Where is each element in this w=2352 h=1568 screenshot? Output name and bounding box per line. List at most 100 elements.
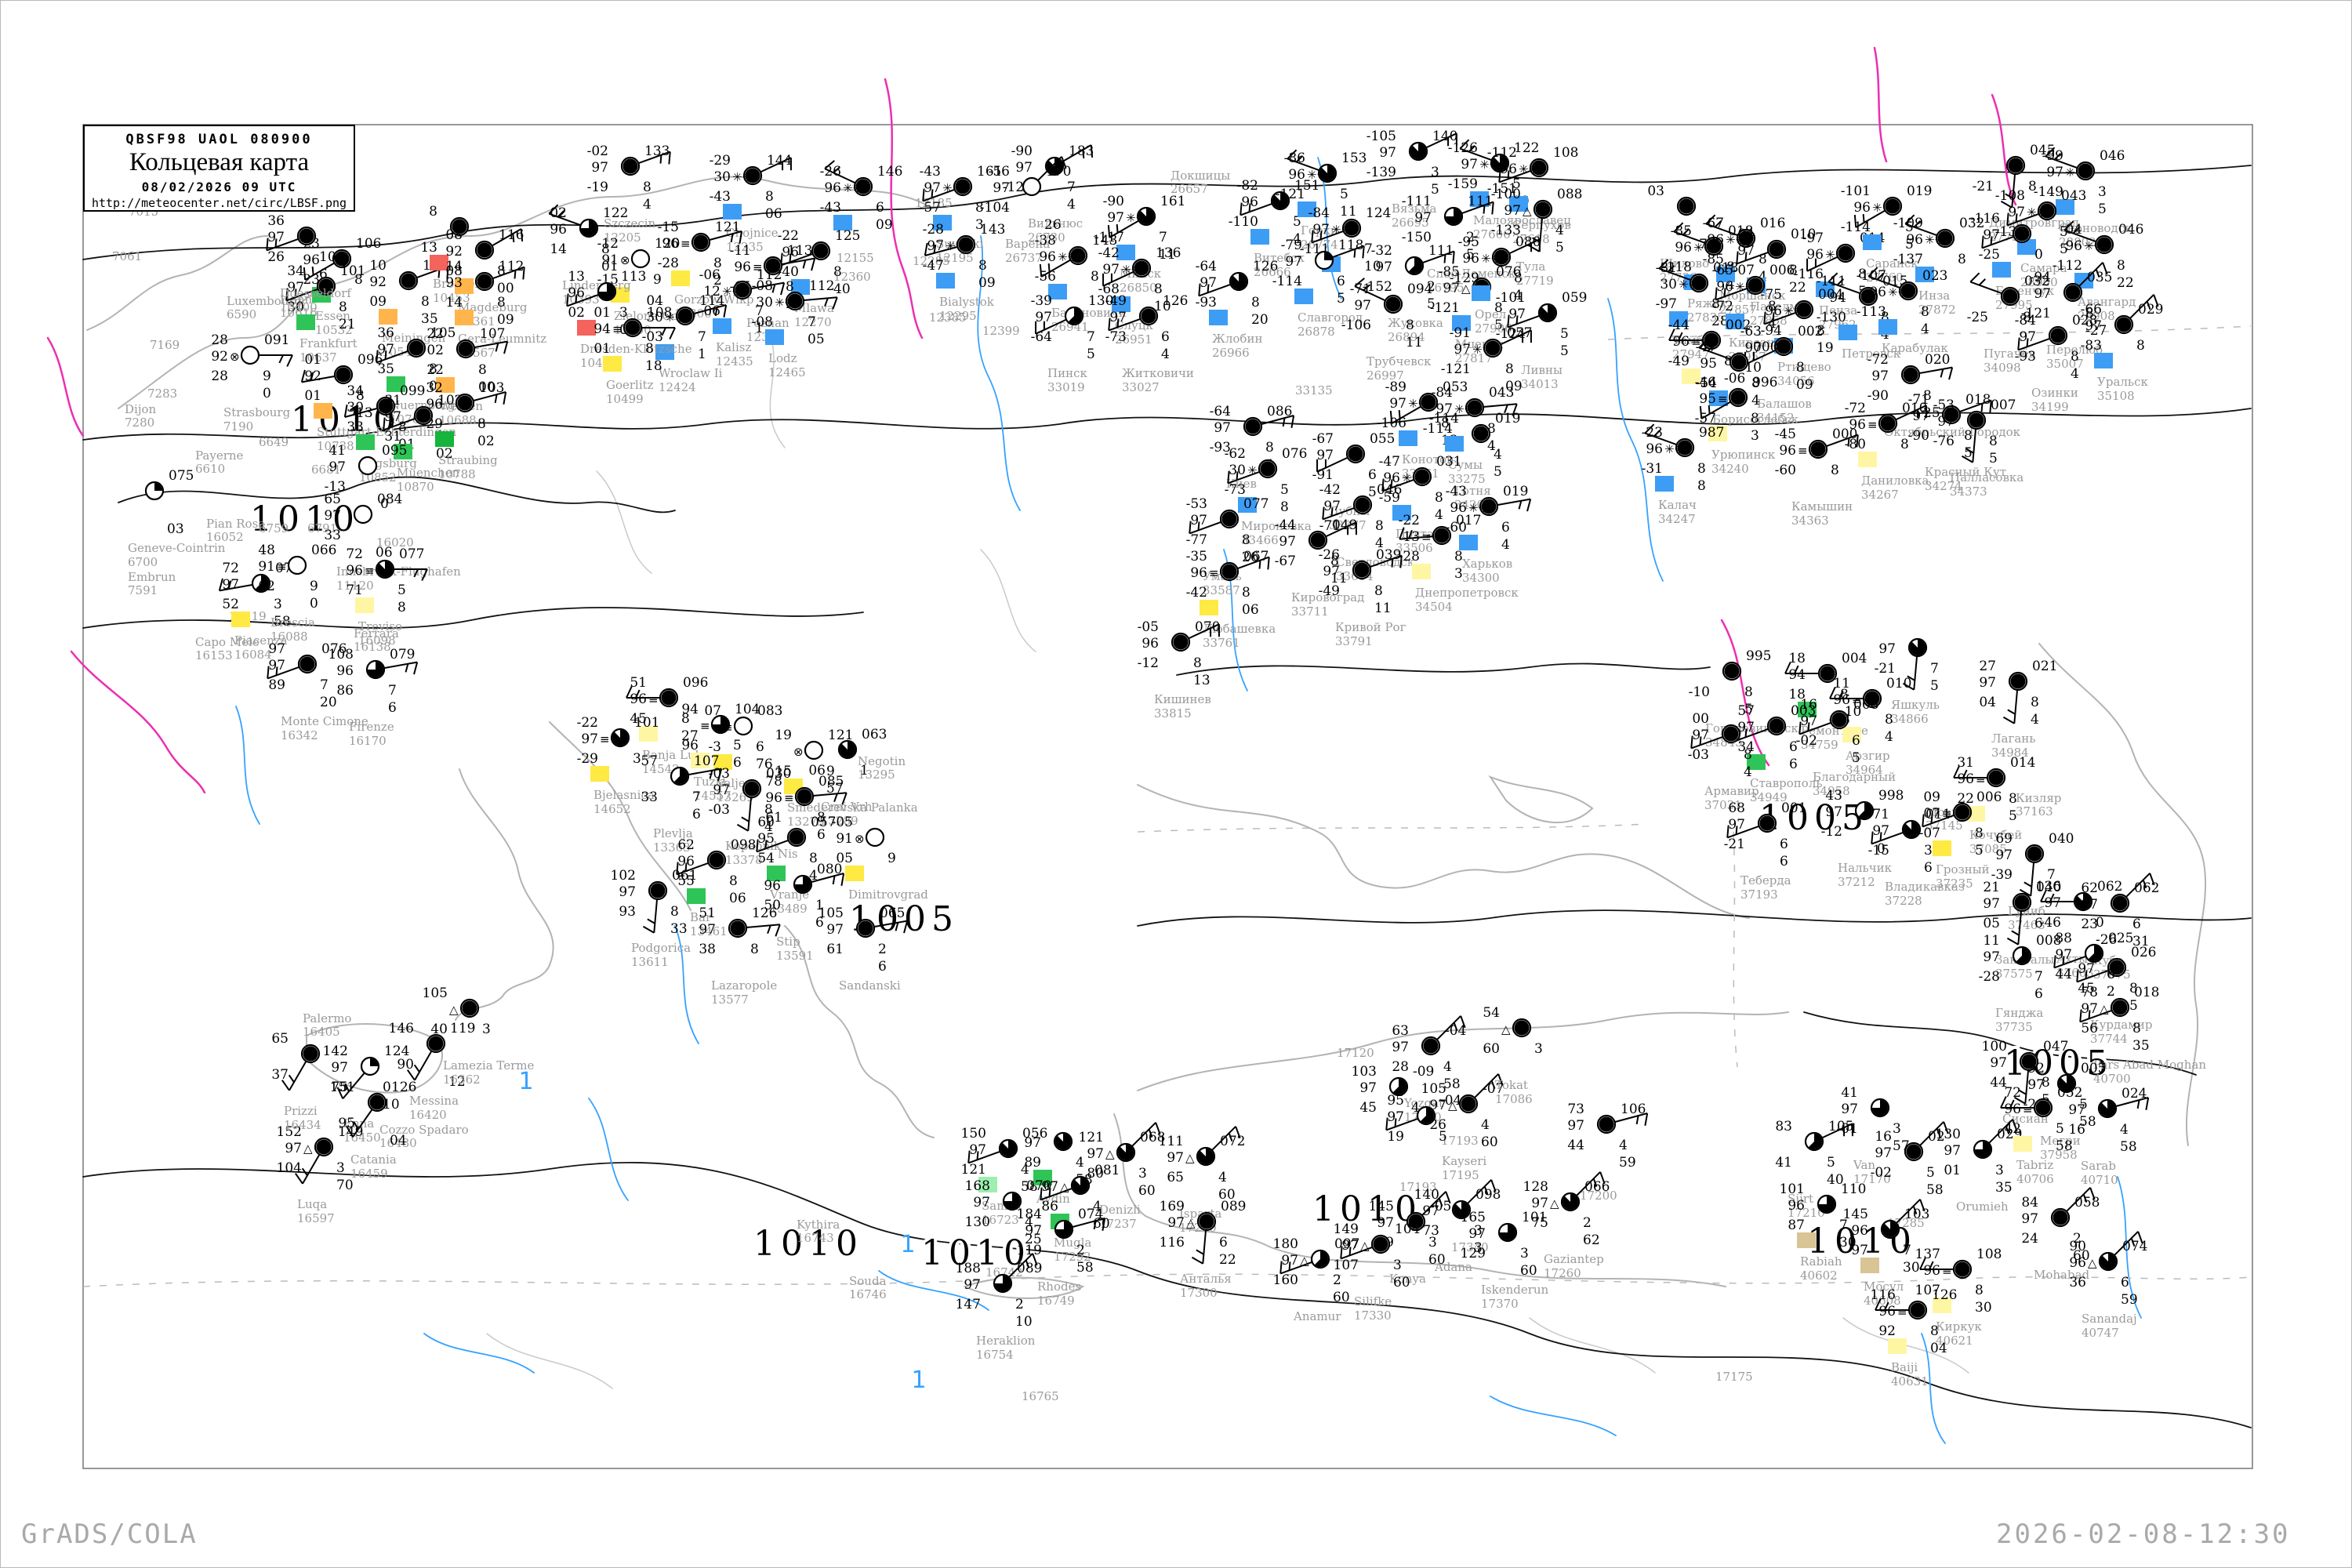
- svg-text:34964: 34964: [1846, 763, 1883, 777]
- svg-text:-64: -64: [1196, 259, 1217, 274]
- svg-text:5: 5: [1431, 182, 1439, 198]
- svg-text:5: 5: [1930, 678, 1939, 694]
- svg-text:12155: 12155: [837, 251, 874, 265]
- svg-text:Варена: Варена: [1005, 237, 1050, 251]
- svg-text:4: 4: [1759, 269, 1767, 285]
- svg-text:Dimitrovgrad: Dimitrovgrad: [848, 887, 928, 902]
- svg-text:Теберда: Теберда: [1740, 873, 1791, 887]
- svg-text:-63: -63: [1740, 324, 1762, 339]
- svg-text:096: 096: [683, 675, 708, 691]
- svg-text:Славгород: Славгород: [1298, 310, 1363, 325]
- svg-text:136: 136: [1156, 245, 1181, 261]
- svg-text:3: 3: [482, 1022, 491, 1037]
- svg-text:032: 032: [2024, 274, 2049, 289]
- svg-text:068: 068: [1140, 1130, 1165, 1145]
- svg-text:13611: 13611: [631, 955, 669, 969]
- svg-text:✳: ✳: [2065, 165, 2075, 180]
- svg-text:96: 96: [1849, 417, 1866, 433]
- svg-text:8: 8: [2117, 258, 2125, 274]
- svg-text:-28: -28: [658, 256, 679, 271]
- svg-text:8: 8: [1697, 461, 1706, 477]
- svg-text:Димитровград: Димитровград: [1989, 216, 2079, 230]
- svg-text:12235: 12235: [726, 240, 764, 254]
- svg-text:5: 5: [1466, 247, 1475, 263]
- svg-text:8: 8: [1840, 687, 1849, 702]
- svg-text:8: 8: [1711, 296, 1720, 312]
- svg-text:26: 26: [1044, 217, 1062, 233]
- svg-text:40631: 40631: [1891, 1374, 1929, 1388]
- svg-text:09: 09: [876, 217, 893, 233]
- svg-text:10393: 10393: [562, 292, 600, 307]
- svg-text:34267: 34267: [1861, 488, 1899, 502]
- svg-text:-42: -42: [1186, 585, 1207, 601]
- svg-text:43: 43: [1825, 788, 1842, 804]
- svg-text:104: 104: [735, 702, 760, 717]
- svg-text:65: 65: [324, 492, 341, 507]
- svg-text:97: 97: [267, 230, 285, 245]
- svg-text:25: 25: [1025, 1232, 1042, 1247]
- svg-text:90: 90: [2069, 1239, 2086, 1254]
- station-id-label: Кизляр 37163: [2016, 791, 2061, 818]
- svg-text:97: 97: [1983, 227, 2000, 243]
- svg-text:-95: -95: [1458, 234, 1479, 250]
- svg-text:070: 070: [1026, 1178, 1051, 1194]
- svg-text:11: 11: [1983, 933, 2000, 949]
- svg-text:047: 047: [2043, 1039, 2068, 1054]
- svg-text:27906: 27906: [1475, 321, 1512, 336]
- svg-text:Silifke: Silifke: [1354, 1294, 1392, 1308]
- svg-text:Инза: Инза: [1918, 289, 1950, 303]
- svg-text:-47: -47: [923, 258, 944, 274]
- svg-text:8: 8: [398, 419, 407, 435]
- station-id-label: 12360: [833, 270, 871, 284]
- svg-text:-108: -108: [1995, 188, 2025, 204]
- svg-text:110: 110: [1841, 1181, 1866, 1197]
- svg-text:112: 112: [757, 267, 782, 283]
- svg-text:8: 8: [1091, 269, 1099, 285]
- svg-text:-60: -60: [1446, 520, 1467, 535]
- svg-text:69: 69: [1995, 831, 2013, 847]
- svg-text:-44: -44: [1275, 517, 1296, 533]
- svg-text:22: 22: [426, 326, 444, 342]
- svg-text:12185: 12185: [915, 196, 953, 210]
- svg-text:5: 5: [2079, 1097, 2088, 1112]
- station-id-label: 7169: [150, 338, 180, 352]
- svg-text:1: 1: [860, 763, 869, 779]
- svg-text:12424: 12424: [659, 380, 696, 394]
- svg-text:26: 26: [1242, 550, 1259, 565]
- svg-text:97: 97: [924, 180, 941, 196]
- svg-text:62: 62: [2081, 880, 2098, 896]
- svg-text:96: 96: [734, 260, 751, 275]
- svg-text:053: 053: [1443, 379, 1468, 395]
- svg-text:024: 024: [2122, 1086, 2147, 1102]
- svg-text:-91: -91: [1450, 325, 1471, 341]
- svg-text:101: 101: [340, 263, 365, 279]
- svg-text:6: 6: [1337, 274, 1345, 289]
- station-plot: 101119209835Meiningen10548: [369, 258, 449, 359]
- svg-text:008: 008: [2036, 933, 2061, 949]
- svg-text:97: 97: [1414, 210, 1432, 226]
- svg-text:Adana: Adana: [1434, 1260, 1472, 1274]
- svg-text:8: 8: [1514, 270, 1523, 286]
- svg-text:71: 71: [346, 583, 363, 598]
- svg-text:96: 96: [1707, 232, 1724, 248]
- svg-text:≡: ≡: [1209, 566, 1219, 580]
- svg-text:Baiji: Baiji: [1891, 1360, 1918, 1374]
- svg-text:Orumieh: Orumieh: [1956, 1200, 2009, 1214]
- svg-text:Саранск: Саранск: [1866, 256, 1918, 270]
- svg-text:-113: -113: [1857, 304, 1886, 320]
- svg-text:45: 45: [1359, 1100, 1377, 1116]
- svg-text:8: 8: [764, 802, 773, 818]
